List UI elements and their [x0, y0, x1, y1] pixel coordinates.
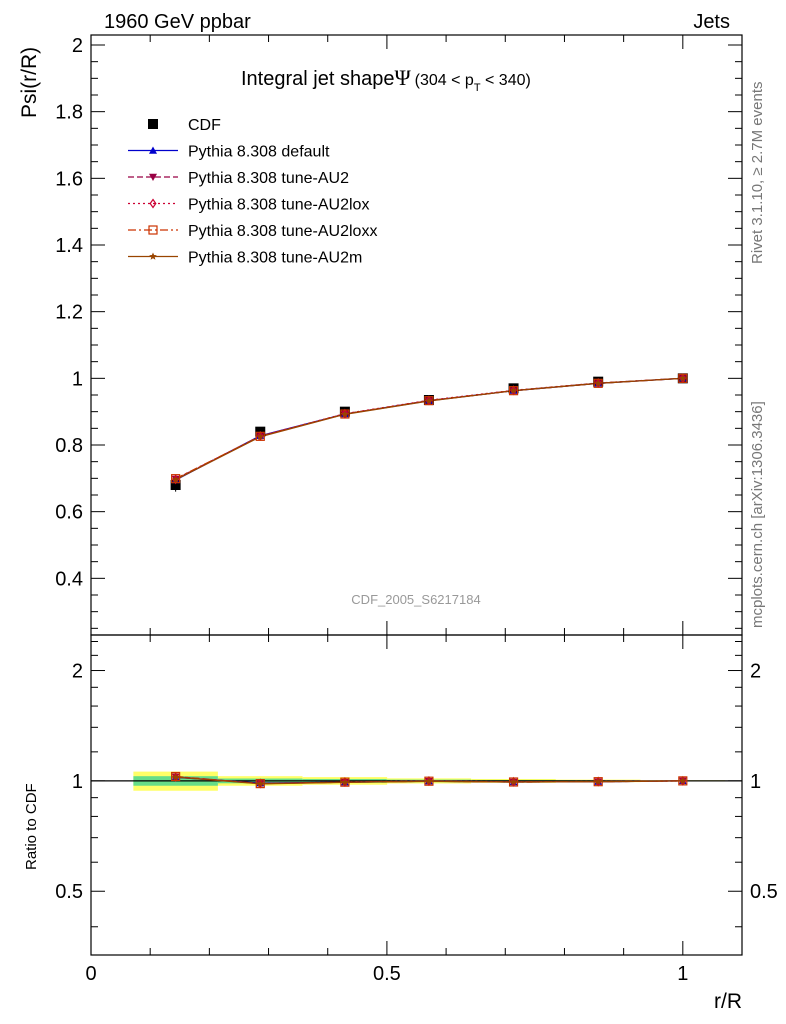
- title-main: Integral jet shape: [241, 68, 394, 90]
- ratio-ytick-label: 2: [72, 661, 83, 683]
- legend-label: Pythia 8.308 default: [188, 144, 330, 161]
- legend-marker: [148, 225, 158, 235]
- main-ytick-label: 1.2: [55, 302, 83, 324]
- ratio-series-lines: [171, 771, 688, 789]
- ratio-series-point: [425, 777, 433, 785]
- main-ytick-label: 1.4: [55, 235, 83, 257]
- main-ytick-label: 1: [72, 368, 83, 390]
- title-range: (304 < p: [415, 72, 474, 89]
- legend: CDF Pythia 8.308 default Pythia 8.308 tune…: [128, 117, 377, 267]
- main-ytick-label: 1.6: [55, 168, 83, 190]
- ratio-series-point: [171, 771, 181, 782]
- main-series-point: [594, 379, 602, 387]
- ratio-ytick-label-right: 2: [750, 661, 761, 683]
- mcplots-label: mcplots.cern.ch [arXiv:1306.3436]: [749, 401, 766, 628]
- ratio-ytick-label-right: 0.5: [750, 881, 778, 903]
- analysis-watermark: CDF_2005_S6217184: [351, 592, 480, 607]
- legend-label: Pythia 8.308 tune-AU2: [188, 170, 349, 187]
- main-series-point: [679, 374, 687, 382]
- main-ytick-label: 0.8: [55, 435, 83, 457]
- ratio-series-point: [256, 779, 265, 787]
- main-series-point: [172, 474, 180, 485]
- ratio-xtick-label: 0: [85, 963, 96, 985]
- main-series-line: [175, 377, 683, 480]
- main-ytick-label: 0.6: [55, 502, 83, 524]
- rivet-label: Rivet 3.1.10, ≥ 2.7M events: [749, 82, 766, 265]
- main-ytick-label: 0.4: [55, 568, 83, 590]
- axis-ticks: 0.4 0.6 0.8 1 1.2 1.4 1.6 1.8 2 0 0.5 1 0.5 0.5 1 1 2 2: [55, 35, 778, 985]
- main-ylabel: Psi(r/R): [18, 47, 41, 118]
- legend-marker: [149, 173, 157, 181]
- legend-label: Pythia 8.308 tune-AU2m: [188, 250, 362, 267]
- main-series-line: [175, 377, 683, 481]
- main-series-point: [340, 409, 350, 419]
- ratio-series-point: [679, 776, 687, 785]
- header-right: Jets: [693, 11, 730, 33]
- legend-label: CDF: [188, 117, 221, 134]
- main-series-point: [425, 397, 433, 405]
- legend-marker: [149, 252, 157, 260]
- ratio-ytick-label-right: 1: [750, 771, 761, 793]
- ratio-series-point: [171, 773, 180, 781]
- title-symbol: Ψ: [394, 65, 411, 90]
- cdf-point: [170, 480, 181, 490]
- ratio-series-point: [341, 778, 349, 786]
- main-series-point: [424, 396, 434, 406]
- plot-title: Integral jet shapeΨ (304 < pT < 340): [241, 65, 531, 94]
- ratio-xtick-label: 1: [677, 963, 688, 985]
- ratio-ylabel: Ratio to CDF: [23, 783, 40, 870]
- main-series-point: [341, 410, 349, 418]
- legend-label: Pythia 8.308 tune-AU2lox: [188, 197, 369, 214]
- main-series-point: [171, 474, 181, 484]
- title-range-post: < 340): [481, 72, 531, 89]
- ratio-ytick-label: 0.5: [55, 881, 83, 903]
- main-series-markers: [170, 373, 688, 492]
- main-ytick-label: 2: [72, 35, 83, 57]
- main-ytick-label: 1.8: [55, 102, 83, 124]
- legend-label: Pythia 8.308 tune-AU2loxx: [188, 223, 377, 240]
- legend-marker: [148, 119, 158, 129]
- main-series-line: [175, 377, 683, 481]
- header-left: 1960 GeV ppbar: [104, 11, 251, 33]
- main-series-point: [256, 432, 265, 440]
- legend-marker: [149, 198, 157, 209]
- ratio-xtick-label: 0.5: [373, 963, 401, 985]
- x-axis-label: r/R: [714, 990, 742, 1013]
- main-series-line: [175, 377, 683, 480]
- legend-marker: [149, 146, 157, 154]
- main-series-lines: [175, 377, 683, 481]
- ratio-ytick-label: 1: [72, 771, 83, 793]
- main-series-point: [509, 386, 518, 394]
- main-series-point: [508, 386, 519, 396]
- title-range-sub: T: [474, 82, 481, 94]
- main-series-line: [175, 377, 683, 480]
- ratio-series-point: [594, 777, 602, 785]
- ratio-plot-frame: [90, 634, 743, 956]
- ratio-series-point: [509, 778, 518, 786]
- main-series-point: [678, 373, 688, 383]
- main-series-point: [171, 475, 180, 483]
- main-series-point: [255, 431, 265, 441]
